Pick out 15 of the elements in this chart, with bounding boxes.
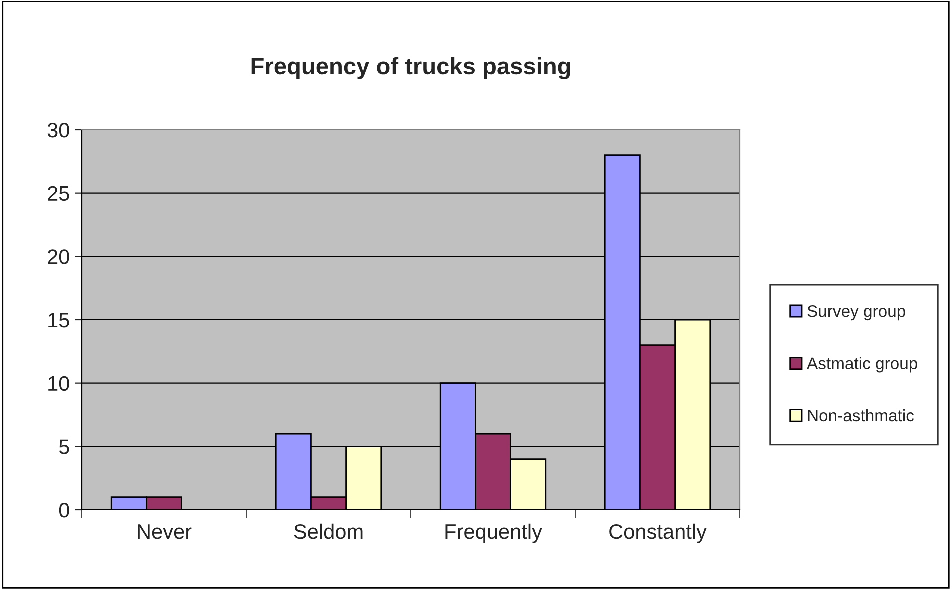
legend-label: Non-asthmatic — [808, 409, 914, 422]
legend-label: Survey group — [808, 305, 906, 321]
y-tick-label: 5 — [59, 440, 70, 454]
y-tick-label: 0 — [59, 503, 70, 518]
y-tick-label: 10 — [48, 376, 70, 392]
x-tick-label: Never — [138, 524, 192, 540]
y-tick-label: 30 — [48, 123, 70, 138]
y-tick-label: 15 — [48, 313, 70, 328]
y-tick-label: 25 — [48, 186, 70, 202]
legend-label: Astmatic group — [807, 357, 918, 373]
x-tick-label: Frequently — [446, 524, 542, 544]
x-tick-label: Seldom — [294, 524, 363, 540]
x-tick-label: Constantly — [610, 524, 707, 544]
y-tick-label: 20 — [48, 250, 70, 264]
chart-title: Frequency of trucks passing — [252, 57, 570, 80]
